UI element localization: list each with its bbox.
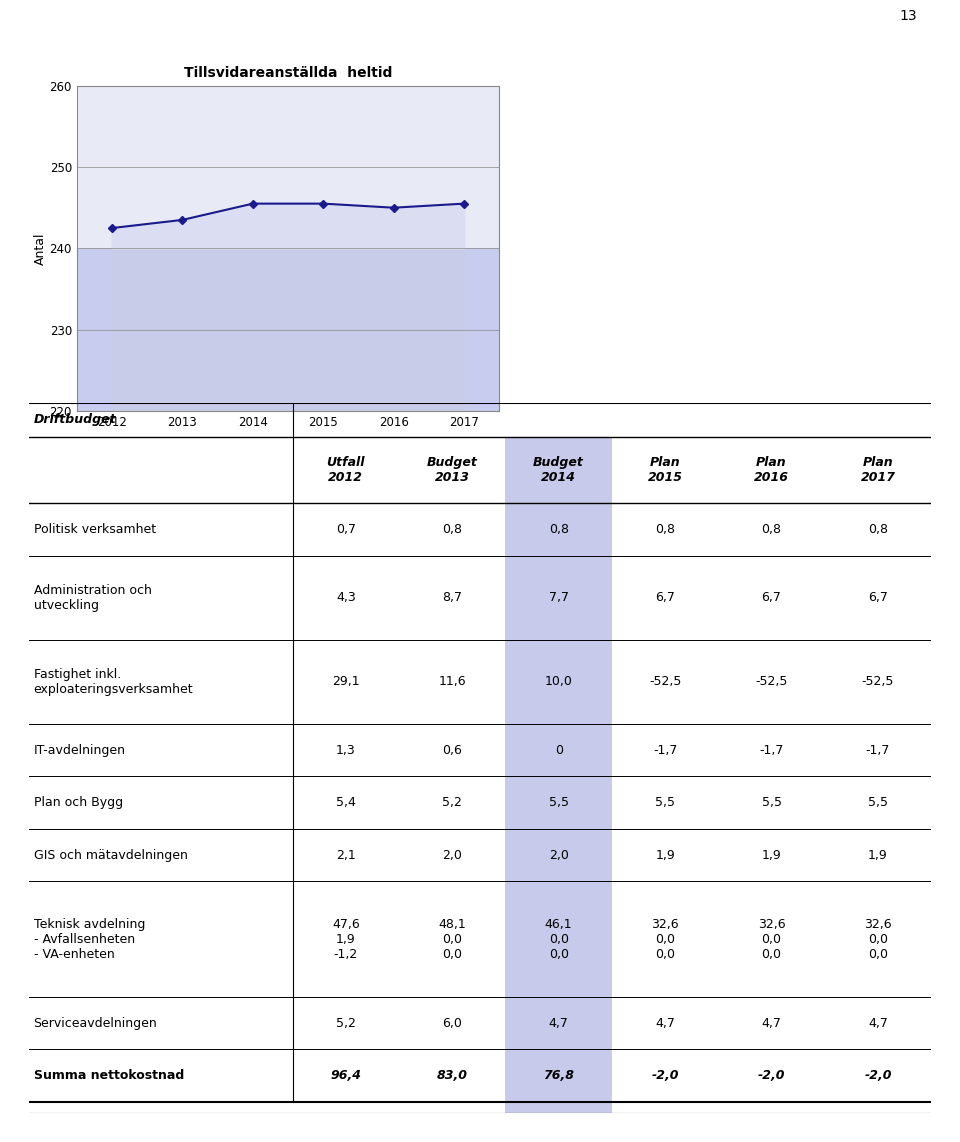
Text: 4,7: 4,7 (868, 1016, 888, 1030)
Text: 83,0: 83,0 (437, 1069, 468, 1083)
Text: 6,0: 6,0 (443, 1016, 462, 1030)
Bar (77, 248, 499, 411)
Bar (506, 437, 612, 1113)
Text: 6,7: 6,7 (761, 592, 781, 604)
Text: 11,6: 11,6 (439, 675, 466, 689)
Text: Plan
2015: Plan 2015 (648, 456, 683, 484)
Text: 5,5: 5,5 (655, 796, 675, 809)
Text: 1,9: 1,9 (656, 849, 675, 861)
Text: Driftbudget: Driftbudget (34, 413, 116, 426)
Text: Politisk verksamhet: Politisk verksamhet (34, 523, 156, 536)
Text: Plan
2017: Plan 2017 (860, 456, 896, 484)
Text: 76,8: 76,8 (543, 1069, 574, 1083)
Text: -1,7: -1,7 (653, 743, 678, 756)
Text: 0,8: 0,8 (443, 523, 462, 536)
Text: -52,5: -52,5 (756, 675, 788, 689)
Text: GIS och mätavdelningen: GIS och mätavdelningen (34, 849, 187, 861)
Text: -1,7: -1,7 (866, 743, 890, 756)
Text: 32,6
0,0
0,0: 32,6 0,0 0,0 (757, 918, 785, 960)
Text: Plan och Bygg: Plan och Bygg (34, 796, 123, 809)
Text: 4,7: 4,7 (549, 1016, 568, 1030)
Text: 5,4: 5,4 (336, 796, 356, 809)
Text: Budget
2014: Budget 2014 (533, 456, 584, 484)
Text: 48,1
0,0
0,0: 48,1 0,0 0,0 (439, 918, 467, 960)
Text: Teknisk avdelning
- Avfallsenheten
- VA-enheten: Teknisk avdelning - Avfallsenheten - VA-… (34, 918, 145, 960)
Text: 5,2: 5,2 (443, 796, 462, 809)
Text: 0,8: 0,8 (549, 523, 568, 536)
Text: 6,7: 6,7 (868, 592, 888, 604)
Title: Tillsvidareanställda  heltid: Tillsvidareanställda heltid (183, 66, 393, 80)
Text: Summa nettokostnad: Summa nettokostnad (34, 1069, 184, 1083)
Text: 2,0: 2,0 (549, 849, 568, 861)
Text: 1,3: 1,3 (336, 743, 355, 756)
Text: 0,8: 0,8 (761, 523, 781, 536)
Text: 2,0: 2,0 (443, 849, 462, 861)
Text: 0,7: 0,7 (336, 523, 356, 536)
Text: Utfall
2012: Utfall 2012 (326, 456, 365, 484)
Text: 0,8: 0,8 (655, 523, 675, 536)
Text: -52,5: -52,5 (862, 675, 894, 689)
Text: -2,0: -2,0 (651, 1069, 679, 1083)
Text: 1,9: 1,9 (761, 849, 781, 861)
Text: 8,7: 8,7 (443, 592, 462, 604)
Text: 47,6
1,9
-1,2: 47,6 1,9 -1,2 (332, 918, 360, 960)
Text: -1,7: -1,7 (759, 743, 783, 756)
Text: 4,7: 4,7 (761, 1016, 781, 1030)
Text: Fastighet inkl.
exploateringsverksamhet: Fastighet inkl. exploateringsverksamhet (34, 668, 193, 695)
Text: 0,8: 0,8 (868, 523, 888, 536)
Text: -2,0: -2,0 (757, 1069, 785, 1083)
Bar (77, 86, 499, 248)
Text: 32,6
0,0
0,0: 32,6 0,0 0,0 (864, 918, 892, 960)
Text: 5,2: 5,2 (336, 1016, 356, 1030)
Text: IT-avdelningen: IT-avdelningen (34, 743, 126, 756)
Text: 5,5: 5,5 (761, 796, 781, 809)
Text: 46,1
0,0
0,0: 46,1 0,0 0,0 (545, 918, 572, 960)
Text: 10,0: 10,0 (544, 675, 572, 689)
Text: Serviceavdelningen: Serviceavdelningen (34, 1016, 157, 1030)
Text: 0: 0 (555, 743, 563, 756)
Text: 1,9: 1,9 (868, 849, 888, 861)
Text: 29,1: 29,1 (332, 675, 360, 689)
Text: Budget
2013: Budget 2013 (427, 456, 478, 484)
Text: 5,5: 5,5 (868, 796, 888, 809)
Text: Administration och
utveckling: Administration och utveckling (34, 584, 152, 612)
Text: -2,0: -2,0 (864, 1069, 892, 1083)
Text: 7,7: 7,7 (549, 592, 568, 604)
Text: 6,7: 6,7 (655, 592, 675, 604)
Text: 4,7: 4,7 (655, 1016, 675, 1030)
Text: 5,5: 5,5 (549, 796, 568, 809)
Text: 4,3: 4,3 (336, 592, 355, 604)
Text: 96,4: 96,4 (330, 1069, 361, 1083)
Y-axis label: Antal: Antal (34, 232, 47, 265)
Text: 2,1: 2,1 (336, 849, 355, 861)
Text: -52,5: -52,5 (649, 675, 682, 689)
Text: 13: 13 (900, 9, 917, 23)
Text: 32,6
0,0
0,0: 32,6 0,0 0,0 (651, 918, 679, 960)
Text: Plan
2016: Plan 2016 (754, 456, 789, 484)
Text: 0,6: 0,6 (443, 743, 462, 756)
